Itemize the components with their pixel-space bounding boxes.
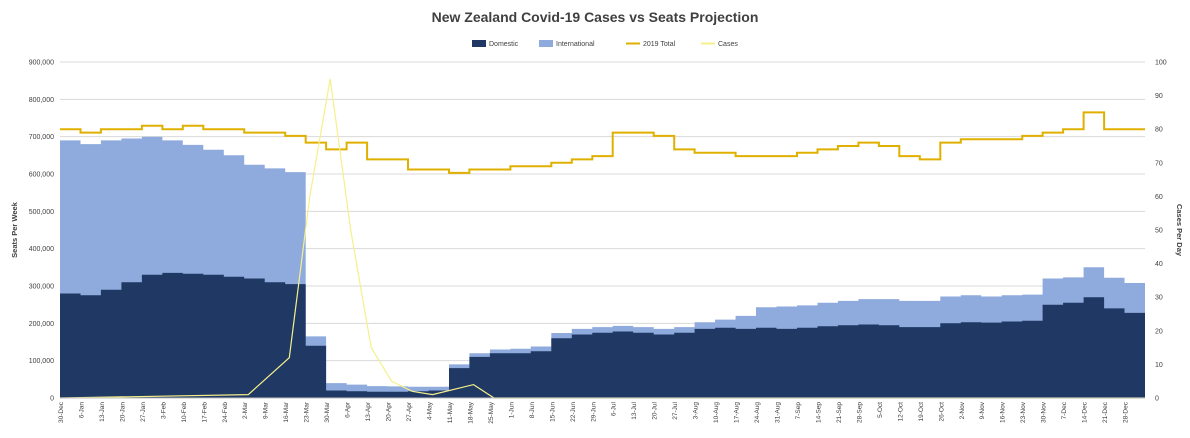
legend: Domestic International 2019 Total Cases	[472, 40, 738, 48]
x-tick-label: 12-Oct	[897, 402, 904, 422]
x-tick-label: 26-Oct	[938, 402, 945, 422]
series-cases-line	[59, 78, 1145, 399]
x-tick-label: 28-Dec	[1123, 401, 1130, 423]
x-tick-label: 2-Nov	[959, 401, 966, 419]
y2-tick-label: 60	[1155, 194, 1163, 201]
x-tick-label: 21-Dec	[1102, 401, 1109, 423]
x-tick-label: 27-Apr	[406, 401, 413, 421]
domestic-area	[60, 272, 1145, 398]
y-tick-label: 500,000	[29, 209, 54, 216]
x-tick-label: 16-Mar	[283, 401, 290, 422]
x-tick-label: 23-Mar	[304, 401, 311, 422]
x-tick-label: 9-Nov	[979, 401, 986, 419]
x-tick-label: 22-Jun	[570, 402, 577, 422]
x-tick-label: 9-Mar	[263, 401, 270, 419]
y-tick-label: 300,000	[29, 284, 54, 291]
x-tick-label: 24-Feb	[222, 402, 229, 423]
x-tick-label: 14-Sep	[815, 402, 822, 423]
x-tick-label: 8-Jun	[529, 402, 536, 419]
x-tick-label: 18-May	[467, 401, 474, 423]
y2-tick-label: 80	[1155, 127, 1163, 134]
x-tick-label: 6-Apr	[345, 401, 352, 418]
y-tick-label: 900,000	[29, 60, 54, 67]
x-tick-label: 11-May	[447, 401, 454, 423]
y-tick-label: 200,000	[29, 321, 54, 328]
x-tick-label: 13-Jul	[631, 401, 638, 419]
x-tick-label: 30-Mar	[324, 401, 331, 422]
y2-axis: 0 10 20 30 40 50 60 70 80 90 100	[1155, 60, 1167, 403]
x-tick-label: 17-Feb	[201, 402, 208, 423]
x-tick-label: 30-Nov	[1041, 401, 1048, 423]
x-tick-label: 24-Aug	[754, 402, 761, 423]
y-axis-title: Seats Per Week	[10, 201, 19, 258]
x-tick-label: 4-May	[426, 401, 433, 420]
x-tick-label: 6-Jan	[78, 402, 85, 419]
x-tick-label: 17-Aug	[734, 402, 741, 423]
x-tick-label: 29-Jun	[590, 402, 597, 422]
y2-tick-label: 20	[1155, 328, 1163, 335]
y2-tick-label: 10	[1155, 362, 1163, 369]
legend-swatch	[472, 40, 486, 47]
legend-swatch	[539, 40, 553, 47]
x-tick-label: 2-Mar	[242, 401, 249, 419]
y-axis: 0 100,000 200,000 300,000 400,000 500,000 600,…	[29, 60, 54, 403]
x-tick-label: 13-Jan	[99, 402, 106, 422]
chart-title: New Zealand Covid-19 Cases vs Seats Proj…	[432, 9, 759, 25]
y2-tick-label: 30	[1155, 295, 1163, 302]
x-tick-label: 15-Jun	[549, 402, 556, 422]
x-tick-label: 31-Aug	[775, 402, 782, 423]
x-tick-label: 7-Sep	[795, 402, 802, 420]
y-tick-label: 0	[50, 396, 54, 403]
y2-tick-label: 40	[1155, 261, 1163, 268]
x-tick-label: 14-Dec	[1082, 401, 1089, 423]
x-tick-label: 21-Sep	[836, 402, 843, 423]
plot-areas	[60, 136, 1145, 398]
y-tick-label: 700,000	[29, 134, 54, 141]
x-tick-label: 20-Jul	[652, 401, 659, 419]
y-tick-label: 800,000	[29, 97, 54, 104]
x-tick-label: 20-Apr	[386, 401, 393, 421]
y-tick-label: 100,000	[29, 358, 54, 365]
x-tick-label: 16-Nov	[1000, 401, 1007, 423]
plot-lines	[59, 78, 1145, 399]
x-tick-label: 23-Nov	[1020, 401, 1027, 423]
x-tick-label: 13-Apr	[365, 401, 372, 421]
y2-axis-title: Cases Per Day	[1175, 204, 1184, 257]
x-tick-label: 28-Sep	[856, 402, 863, 423]
y2-tick-label: 90	[1155, 93, 1163, 100]
legend-label: Domestic	[489, 41, 519, 48]
x-tick-label: 27-Jul	[672, 401, 679, 419]
x-tick-label: 6-Jul	[611, 401, 618, 416]
y2-tick-label: 0	[1155, 396, 1159, 403]
x-tick-label: 3-Feb	[160, 402, 167, 419]
x-tick-label: 10-Aug	[713, 402, 720, 423]
x-tick-label: 5-Oct	[877, 402, 884, 418]
x-tick-label: 19-Oct	[918, 402, 925, 422]
x-tick-label: 30-Dec	[58, 401, 65, 423]
x-tick-label: 10-Feb	[181, 402, 188, 423]
x-tick-label: 7-Dec	[1061, 401, 1068, 419]
y2-tick-label: 50	[1155, 228, 1163, 235]
legend-label: Cases	[718, 41, 738, 48]
x-tick-label: 27-Jan	[140, 402, 147, 422]
y2-tick-label: 70	[1155, 160, 1163, 167]
x-tick-label: 20-Jan	[119, 402, 126, 422]
y-tick-label: 600,000	[29, 172, 54, 179]
legend-label: 2019 Total	[643, 41, 676, 48]
y2-tick-label: 100	[1155, 60, 1167, 67]
legend-label: International	[556, 41, 595, 48]
x-tick-label: 3-Aug	[693, 402, 700, 420]
y-tick-label: 400,000	[29, 246, 54, 253]
x-tick-label: 25-May	[488, 401, 495, 423]
x-tick-label: 1-Jun	[508, 402, 515, 419]
series-2019-total-line	[60, 111, 1145, 174]
x-axis: 30-Dec 6-Jan 13-Jan 20-Jan 27-Jan 3-Feb 10-Feb…	[58, 397, 1145, 424]
